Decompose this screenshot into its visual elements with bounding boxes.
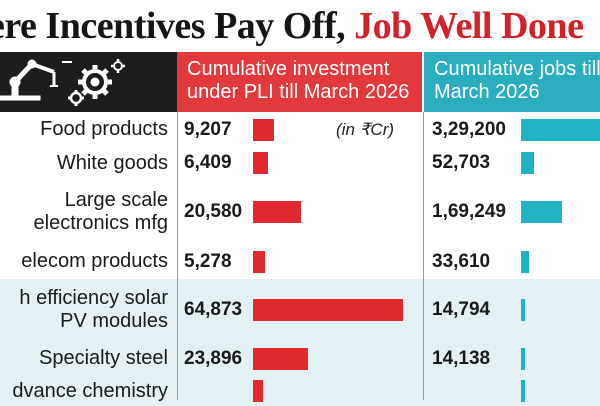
investment-header-line-1: Cumulative investment <box>187 58 390 80</box>
jobs-value: 3,29,200 <box>432 118 506 140</box>
jobs-bar <box>521 201 562 223</box>
investment-column-header: Cumulative investment under PLI till Mar… <box>177 52 422 112</box>
table-row: Food products 9,207 3,29,200 <box>0 113 600 146</box>
jobs-value: 1,69,249 <box>432 201 506 222</box>
jobs-bar <box>521 380 525 402</box>
investment-value: 5,278 <box>184 250 232 272</box>
jobs-column-header: Cumulative jobs till March 2026 <box>424 52 600 112</box>
row-label: electronics mfg <box>33 212 169 234</box>
row-label: h efficiency solar <box>19 287 168 309</box>
investment-bar <box>253 250 265 273</box>
headline-part-2: Job Well Done <box>354 5 584 47</box>
jobs-value: 52,703 <box>432 152 491 173</box>
investment-value: 9,207 <box>184 118 232 140</box>
headline-part-1: ere Incentives Pay Off, <box>0 5 355 47</box>
row-label: elecom products <box>21 250 168 272</box>
jobs-bar <box>521 118 600 141</box>
investment-bar <box>253 152 268 174</box>
investment-bar <box>253 380 263 402</box>
unit-note: (in ₹Cr) <box>336 120 395 139</box>
jobs-bar <box>521 152 534 174</box>
investment-bar <box>253 299 403 321</box>
jobs-value: 14,138 <box>432 347 491 369</box>
investment-bar <box>253 118 274 141</box>
jobs-value: 14,794 <box>432 299 491 320</box>
row-label: dvance chemistry <box>12 379 168 402</box>
column-divider-2 <box>423 112 424 400</box>
jobs-bar <box>521 250 529 273</box>
table-row: Specialty steel 23,896 14,138 <box>0 341 600 376</box>
table-row: Large scale electronics mfg 20,580 1,69,249 <box>0 180 600 244</box>
jobs-bar <box>521 299 525 321</box>
investment-value: 64,873 <box>184 299 243 320</box>
headline: ere Incentives Pay Off, Job Well Done <box>0 0 600 52</box>
row-label: Food products <box>40 118 168 140</box>
investment-value: 6,409 <box>184 152 232 173</box>
investment-bar <box>253 201 301 223</box>
header-icon-cell <box>0 52 177 112</box>
investment-bar <box>253 347 308 370</box>
row-label: Specialty steel <box>39 347 168 369</box>
row-label: PV modules <box>60 310 168 332</box>
column-divider-1 <box>177 112 178 400</box>
row-label: White goods <box>56 151 168 174</box>
table-row: dvance chemistry <box>0 376 600 406</box>
row-label: Large scale <box>64 189 168 211</box>
jobs-value: 33,610 <box>432 250 491 272</box>
table-row: elecom products 5,278 33,610 <box>0 244 600 279</box>
investment-header-line-2: under PLI till March 2026 <box>187 81 410 103</box>
investment-value: 20,580 <box>184 201 243 222</box>
table-row: h efficiency solar PV modules 64,873 14,794 <box>0 279 600 341</box>
table-row: White goods 6,409 52,703 <box>0 146 600 180</box>
jobs-bar <box>521 347 525 370</box>
jobs-header-line-1: Cumulative jobs till <box>434 58 600 80</box>
jobs-header-line-2: March 2026 <box>434 81 540 103</box>
industrial-robot-arm-and-gears-icon <box>0 59 125 106</box>
investment-value: 23,896 <box>184 347 243 369</box>
